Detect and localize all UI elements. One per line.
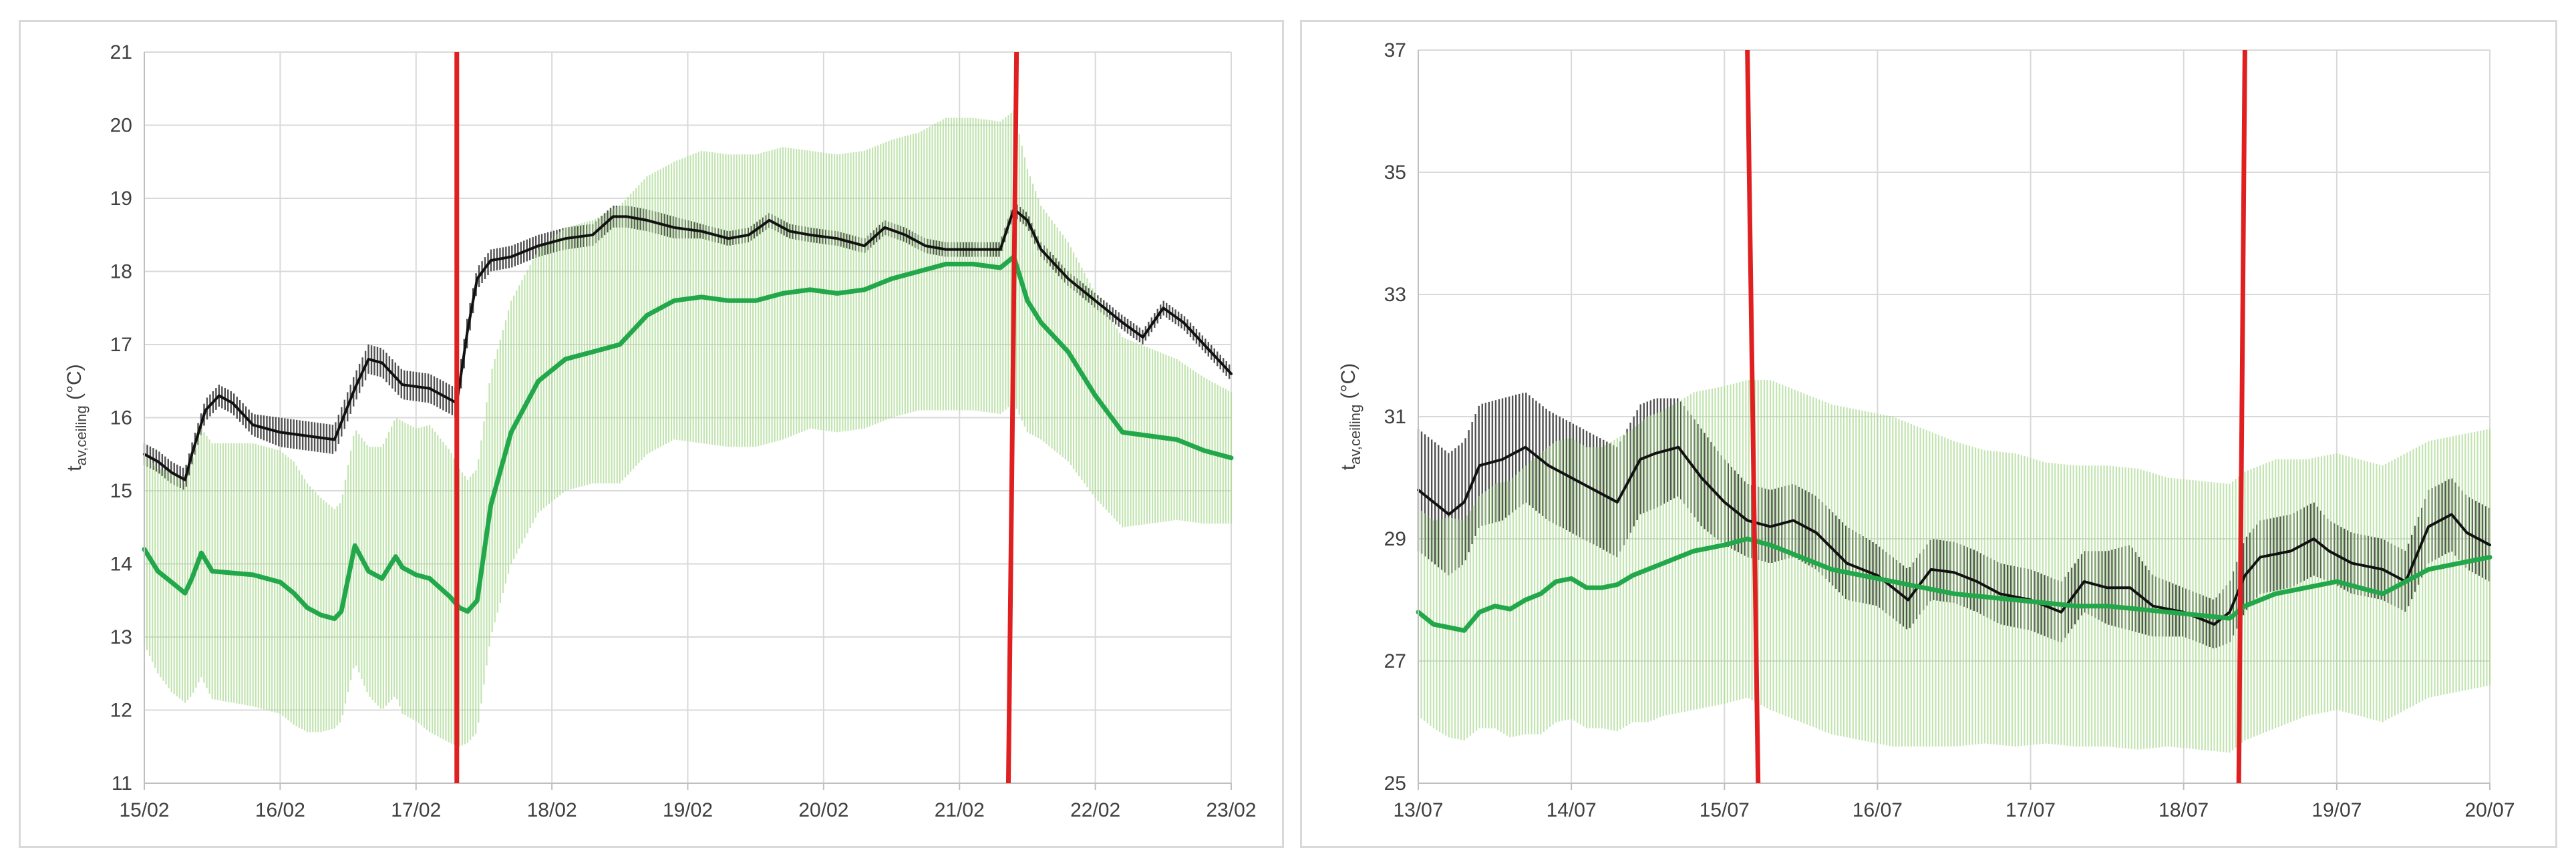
x-tick-label: 18/07 [2158, 799, 2209, 821]
x-tick-label: 18/02 [527, 799, 577, 821]
y-tick-label: 11 [112, 773, 132, 795]
x-tick-label: 23/02 [1206, 799, 1256, 821]
y-tick-label: 16 [110, 407, 132, 429]
y-tick-label: 29 [1384, 528, 1406, 550]
marker-line-1 [2236, 49, 2247, 784]
y-tick-label: 27 [1384, 650, 1406, 672]
chart-panel-left: 11 12 13 14 15 16 17 18 19 20 21 15/02 16/02 17/02 18/… [19, 20, 1284, 848]
marker-line-0 [1745, 49, 1761, 784]
x-tick-label: 17/02 [391, 799, 441, 821]
y-tick-label: 37 [1384, 39, 1406, 61]
x-tick-label: 20/02 [798, 799, 848, 821]
x-tick-label: 17/07 [2005, 799, 2056, 821]
x-tick-label: 21/02 [935, 799, 985, 821]
x-tick-label: 22/02 [1070, 799, 1120, 821]
x-tick-label: 16/02 [255, 799, 305, 821]
y-tick-label: 25 [1384, 773, 1406, 795]
y-axis-label: tav,ceiling (°C) [63, 364, 90, 471]
y-tick-label: 21 [110, 41, 132, 63]
error-bars-0 [143, 202, 1231, 490]
x-tick-label: 14/07 [1547, 799, 1597, 821]
y-axis-label: tav,ceiling (°C) [1337, 363, 1363, 470]
marker-line-1 [1005, 51, 1019, 784]
y-tick-label: 18 [110, 261, 132, 283]
series-line-0 [143, 208, 1233, 481]
y-tick-label: 13 [110, 626, 132, 648]
y-tick-label: 31 [1384, 406, 1406, 428]
y-tick-label: 35 [1384, 162, 1406, 184]
y-tick-label: 12 [110, 700, 132, 722]
chart-panel-right: 25 27 29 31 33 35 37 13/07 14/07 15/07 16/07 17/07 1… [1300, 20, 2557, 848]
x-tick-label: 20/07 [2464, 799, 2515, 821]
y-tick-label: 20 [110, 115, 132, 137]
x-tick-label: 15/07 [1700, 799, 1750, 821]
x-tick-label: 19/07 [2311, 799, 2362, 821]
series-line-1 [1416, 536, 2492, 633]
y-tick-label: 15 [110, 480, 132, 502]
y-tick-label: 14 [110, 554, 132, 576]
series-line-0 [1417, 445, 2491, 626]
chart-right: 25 27 29 31 33 35 37 13/07 14/07 15/07 16/07 17/07 1… [1337, 39, 2515, 821]
x-tick-label: 19/02 [663, 799, 713, 821]
y-tick-label: 33 [1384, 284, 1406, 306]
error-bars-1 [1417, 380, 2491, 753]
x-tick-label: 13/07 [1393, 799, 1443, 821]
x-tick-label: 16/07 [1853, 799, 1903, 821]
y-tick-label: 19 [110, 188, 132, 210]
chart-left: 11 12 13 14 15 16 17 18 19 20 21 15/02 16/02 17/02 18/… [63, 41, 1257, 821]
y-tick-label: 17 [110, 334, 132, 356]
x-tick-label: 15/02 [119, 799, 169, 821]
